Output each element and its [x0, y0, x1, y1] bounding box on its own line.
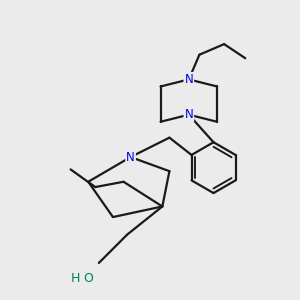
Text: N: N	[184, 108, 193, 121]
Text: O: O	[83, 272, 93, 285]
Text: N: N	[184, 73, 193, 86]
Text: N: N	[126, 151, 135, 164]
Text: H: H	[71, 272, 81, 285]
